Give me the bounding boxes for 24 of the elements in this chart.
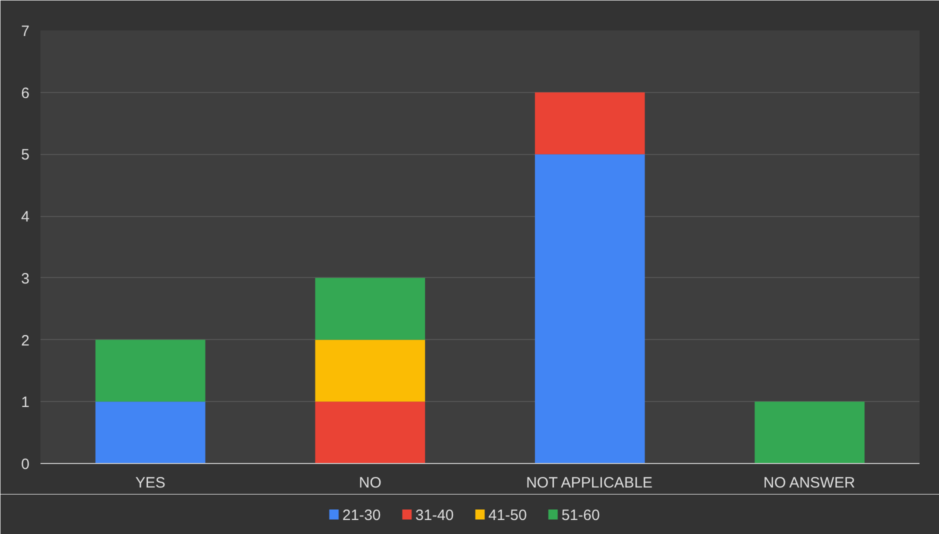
x-tick-label: YES — [135, 474, 166, 492]
legend-label: 21-30 — [342, 507, 381, 524]
x-tick-label: NO — [358, 474, 382, 492]
x-tick-label: NOT APPLICABLE — [526, 474, 653, 492]
y-tick-label: 6 — [21, 84, 30, 102]
x-tick-label: NO ANSWER — [763, 474, 856, 492]
legend-label: 31-40 — [415, 507, 454, 524]
bar — [315, 278, 426, 340]
y-tick-label: 3 — [21, 270, 30, 288]
y-tick-label: 2 — [21, 332, 30, 350]
bar — [534, 154, 645, 464]
y-tick-label: 0 — [21, 456, 30, 473]
bar — [315, 402, 426, 464]
bar — [95, 340, 206, 402]
legend-label: 41-50 — [488, 507, 527, 524]
legend-label: 51-60 — [561, 507, 600, 524]
bar — [754, 402, 865, 464]
bar — [95, 402, 206, 464]
y-tick-label: 5 — [21, 146, 30, 164]
y-tick-label: 1 — [21, 394, 30, 412]
y-tick-label: 7 — [21, 23, 30, 40]
bar — [315, 340, 426, 402]
y-tick-label: 4 — [21, 208, 30, 226]
bar — [534, 92, 645, 154]
